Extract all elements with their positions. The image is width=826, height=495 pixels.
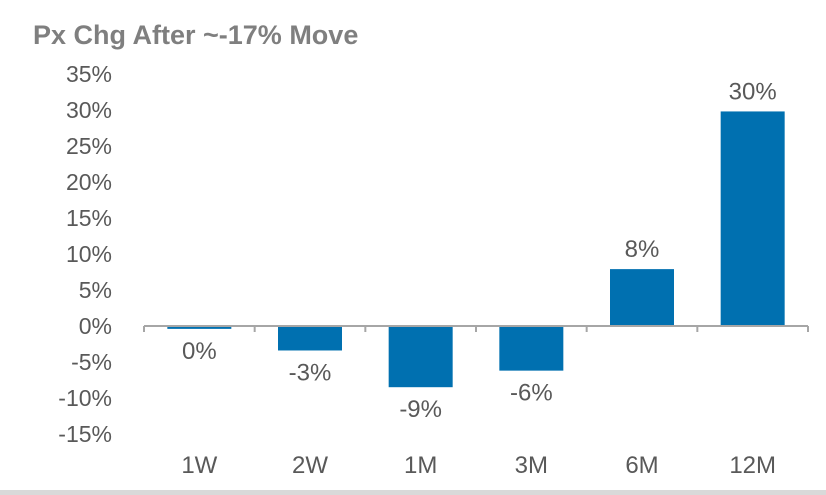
y-tick-label: -5% (71, 349, 112, 375)
y-axis-tick-labels: 35% 30% 25% 20% 15% 10% 5% 0% -5% -10% -15% (58, 61, 112, 447)
data-label: 0% (182, 338, 217, 365)
x-tick-label: 1W (181, 452, 217, 479)
bar-2w (278, 326, 342, 351)
data-label: 8% (625, 236, 660, 263)
chart-title: Px Chg After ~-17% Move (33, 20, 358, 50)
x-tick-label: 6M (625, 452, 658, 479)
data-label: 30% (729, 78, 777, 105)
x-axis (143, 325, 809, 332)
bottom-divider (0, 490, 826, 495)
y-tick-label: 35% (66, 61, 112, 87)
bar-12m (720, 111, 785, 326)
x-tick-label: 1M (404, 452, 437, 479)
data-label: -3% (289, 359, 332, 386)
y-tick-label: 20% (66, 169, 112, 195)
x-tick-label: 12M (729, 452, 776, 479)
data-label: -6% (510, 380, 553, 407)
y-tick-label: -10% (58, 385, 112, 411)
bar-3m (499, 326, 564, 371)
y-tick-label: 0% (79, 313, 112, 339)
x-tick-label: 2W (292, 452, 328, 479)
y-tick-label: 10% (66, 241, 112, 267)
y-tick-label: -15% (58, 421, 112, 447)
y-tick-label: 25% (66, 133, 112, 159)
bar-6m (610, 269, 674, 326)
y-tick-label: 5% (79, 277, 112, 303)
data-labels: 0% -3% -9% -6% 8% 30% (182, 78, 777, 423)
y-tick-label: 15% (66, 205, 112, 231)
x-tick-label: 3M (515, 452, 548, 479)
bar-1w (167, 326, 232, 329)
bar-1m (388, 326, 453, 388)
data-label: -9% (399, 396, 442, 423)
bars (167, 111, 785, 388)
y-tick-label: 30% (66, 97, 112, 123)
x-axis-category-labels: 1W 2W 1M 3M 6M 12M (181, 452, 776, 479)
